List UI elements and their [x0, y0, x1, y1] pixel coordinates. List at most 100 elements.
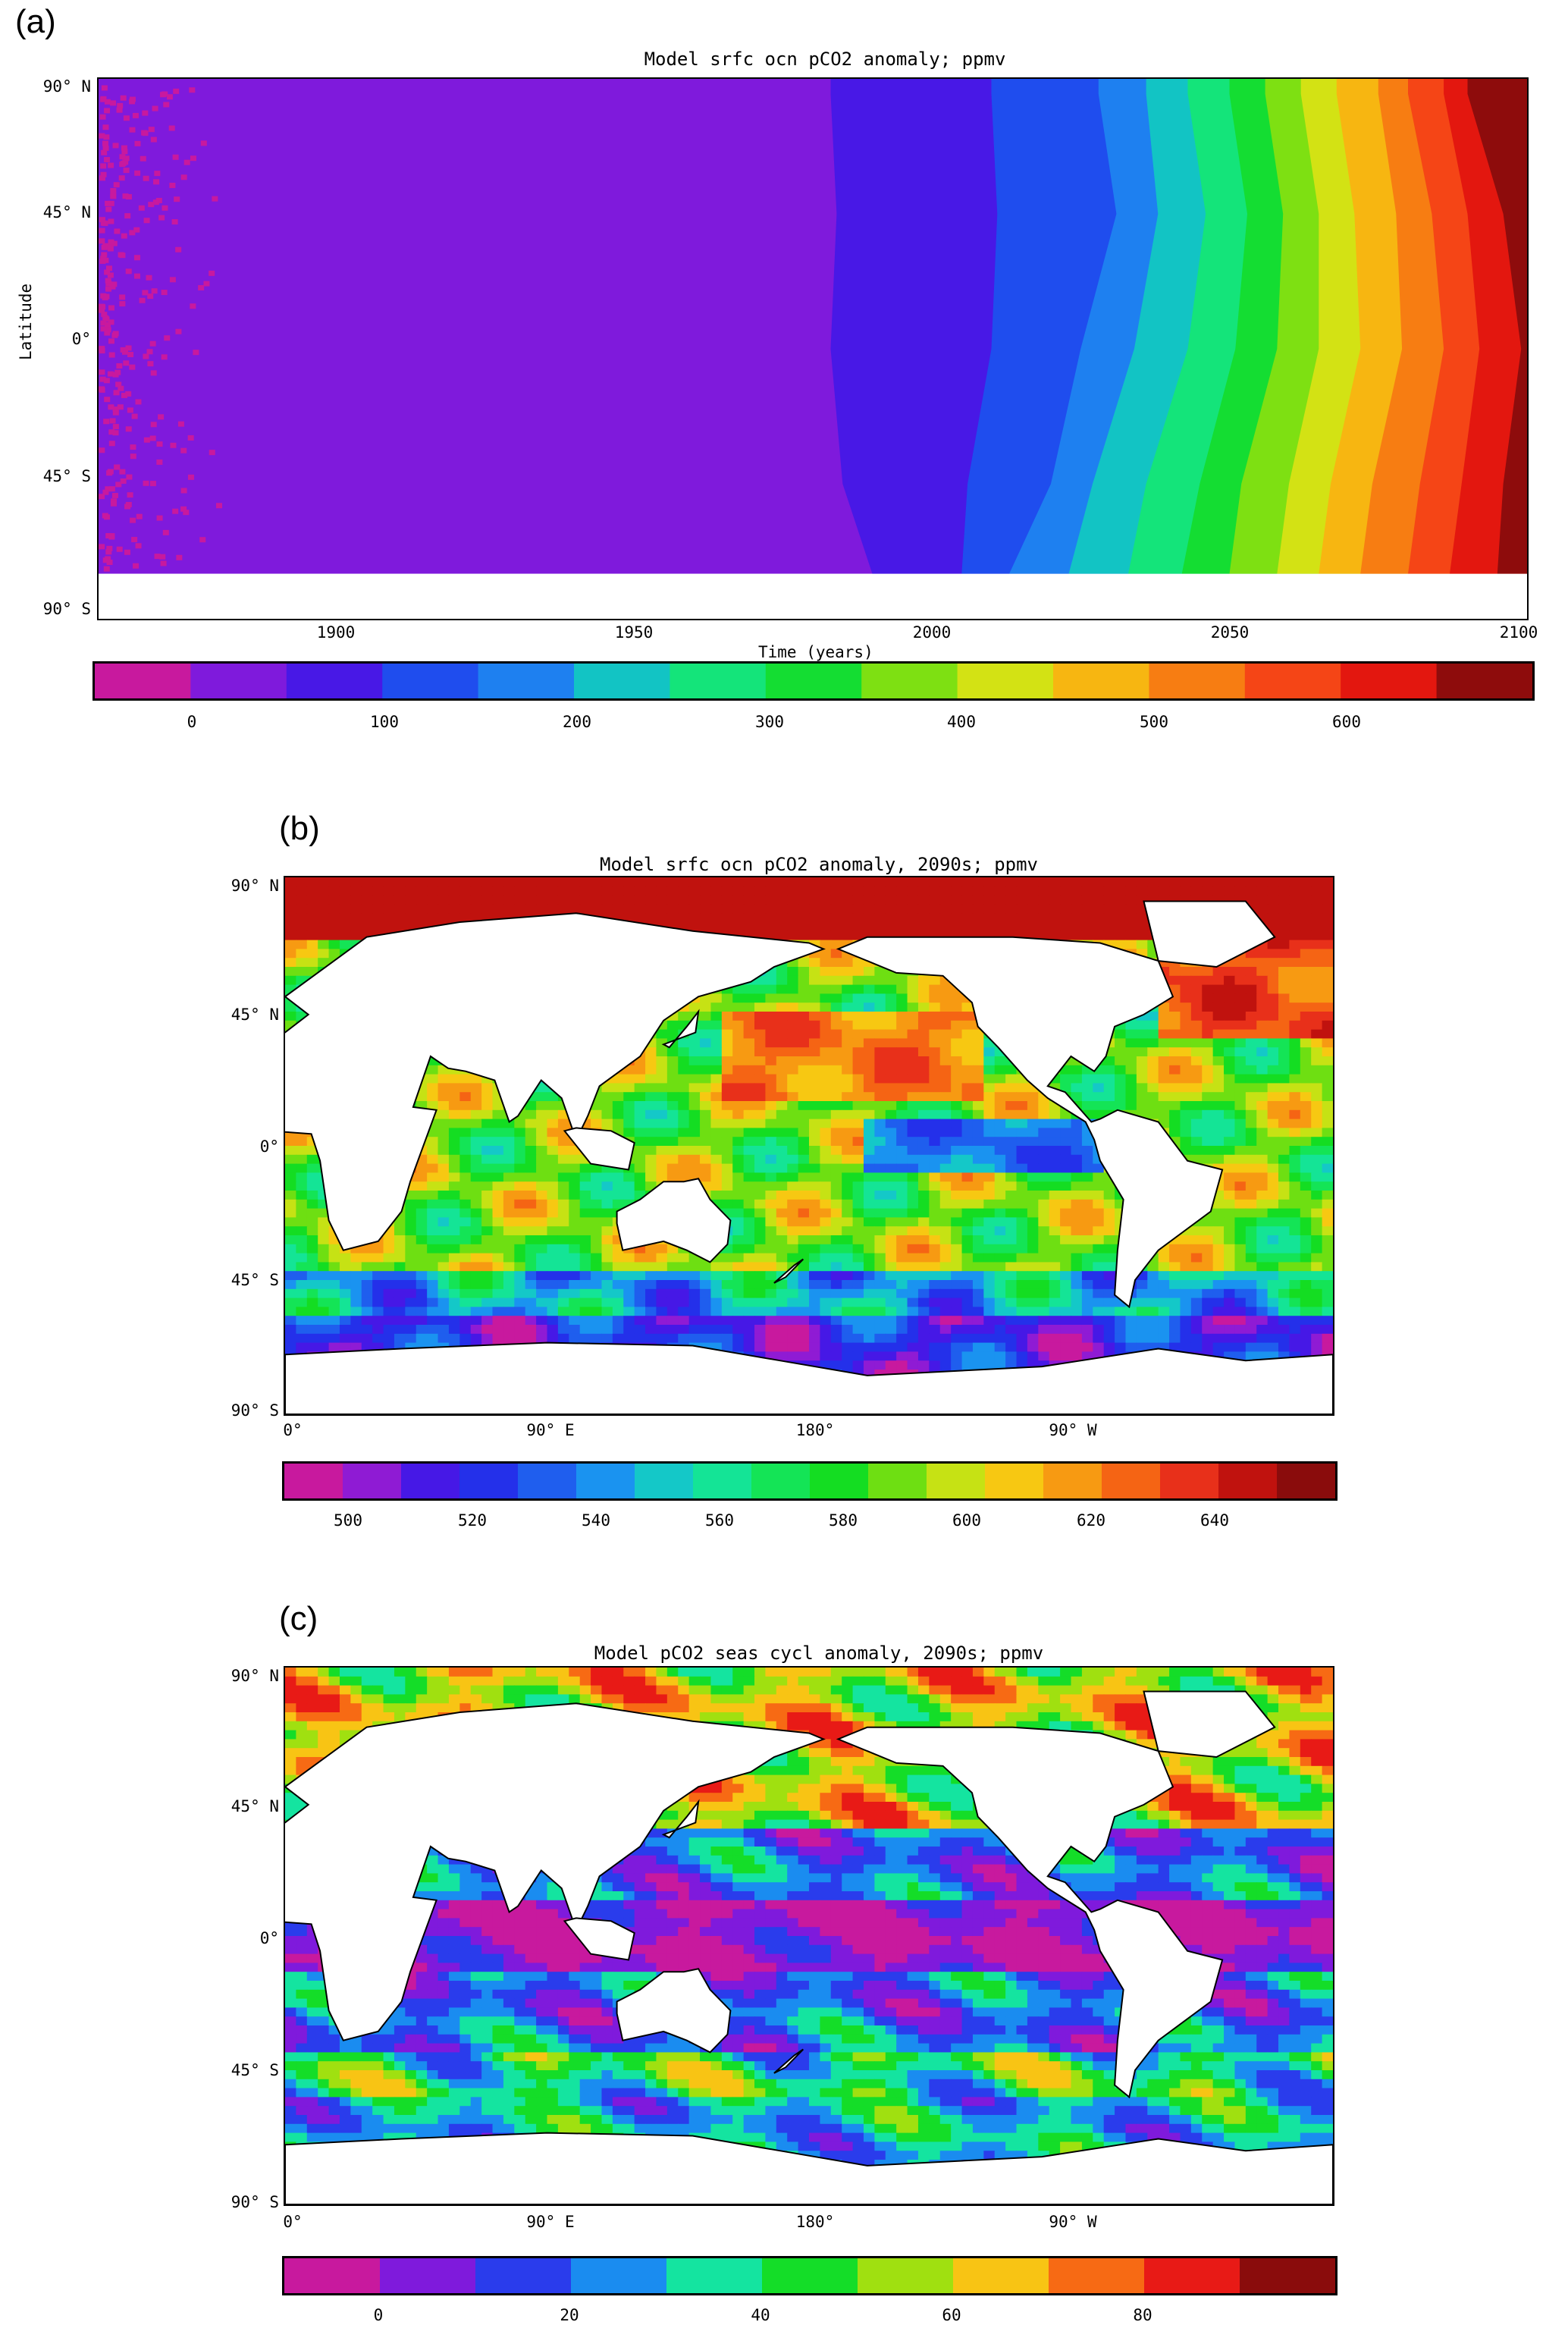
panel-a-speckle [133, 273, 140, 279]
panel-b-cell [1071, 1172, 1083, 1182]
panel-b-cell [1289, 975, 1301, 986]
panel-b-cell [863, 1012, 875, 1021]
panel-b-cell [798, 1262, 810, 1272]
panel-b-cell [929, 1047, 941, 1057]
panel-b-cell [678, 1253, 690, 1263]
panel-b-cell [328, 922, 340, 932]
panel-a-speckle [116, 107, 123, 113]
panel-b-cell [1071, 1191, 1083, 1200]
panel-b-cell [1093, 1244, 1105, 1254]
panel-b-cell [645, 1307, 657, 1316]
panel-b-cell [885, 1083, 897, 1093]
panel-b-cell [1289, 1101, 1301, 1111]
panel-b-cell [688, 922, 701, 932]
panel-b-cell [820, 1056, 832, 1066]
panel-b-cell [721, 1280, 733, 1290]
panel-a-colorbar-swatch [957, 664, 1054, 698]
panel-b-cell [666, 904, 679, 914]
panel-b-cell [1005, 877, 1018, 887]
panel-b-cell [863, 1235, 875, 1245]
panel-a-speckle [162, 529, 169, 535]
panel-b-cell [1060, 1119, 1072, 1128]
panel-a-speckle [125, 391, 132, 397]
panel-b-cell [939, 1181, 952, 1191]
panel-a-speckle [123, 115, 130, 121]
panel-b-cell [328, 1262, 340, 1272]
panel-b-cell [1027, 904, 1039, 914]
panel-b-cell [929, 1297, 941, 1307]
panel-b-cell [951, 1280, 963, 1290]
panel-b-cell [983, 1065, 996, 1075]
panel-b-cell [863, 1253, 875, 1263]
panel-b-cell [1245, 1226, 1257, 1236]
panel-b-cell [1267, 913, 1279, 923]
panel-b-cell [885, 1172, 897, 1182]
panel-b-cell [569, 1244, 581, 1254]
panel-b-cell [907, 904, 919, 914]
panel-b-cell [820, 1101, 832, 1111]
panel-b-cell [1125, 1029, 1137, 1039]
panel-b-cell [470, 1101, 482, 1111]
panel-b-cell [1234, 877, 1247, 887]
panel-b-cell [1322, 1128, 1333, 1137]
panel-b-cell [1311, 1047, 1323, 1057]
panel-b-cell [1093, 1172, 1105, 1182]
panel-b-cell [306, 1253, 318, 1263]
panel-b-cell [557, 1191, 569, 1200]
panel-b-cell [732, 1128, 745, 1137]
panel-b-cell [765, 1199, 777, 1210]
panel-b-cell [306, 913, 318, 923]
panel-b-cell [1027, 877, 1039, 887]
panel-b-cell [743, 1154, 755, 1165]
panel-b-cell [972, 1092, 984, 1102]
panel-b-cell [1202, 1092, 1214, 1102]
panel-b-cell [917, 1191, 930, 1200]
panel-b-cell [492, 1297, 504, 1307]
panel-b-cell [721, 1297, 733, 1307]
panel-b-cell [787, 984, 799, 994]
panel-b-cell [1071, 1226, 1083, 1236]
panel-b-cell [328, 886, 340, 896]
panel-b-cell [405, 1235, 417, 1245]
panel-b-cell [601, 1262, 613, 1272]
panel-b-cell [427, 1092, 439, 1102]
panel-b-cell [656, 1146, 668, 1156]
panel-b-cell [427, 1137, 439, 1147]
panel-b-cell [448, 1271, 460, 1281]
panel-a-speckle [189, 87, 196, 93]
panel-b-cell [874, 922, 886, 932]
panel-b-cell [765, 1119, 777, 1128]
panel-b-cell [787, 1012, 799, 1021]
panel-b-cell [700, 1262, 712, 1272]
panel-b-cell [842, 1199, 854, 1210]
panel-b-cell [437, 1101, 450, 1111]
panel-b-cell [885, 1208, 897, 1218]
panel-b-cell [1180, 1262, 1192, 1272]
panel-b-cell [710, 1154, 723, 1165]
panel-b-cell [787, 1163, 799, 1173]
panel-b-cell [951, 1307, 963, 1316]
panel-b-cell [809, 1244, 820, 1254]
panel-b-cell [700, 1074, 712, 1084]
panel-b-cell [579, 1208, 591, 1218]
panel-b-cell [405, 1208, 417, 1218]
panel-a-speckle [101, 244, 108, 250]
panel-a-speckle [101, 85, 108, 91]
panel-b-cell [306, 1172, 318, 1182]
panel-b-cell [1093, 1253, 1105, 1263]
panel-b-cell [1060, 1244, 1072, 1254]
panel-b-cell [820, 895, 832, 905]
panel-b-cell [437, 1146, 450, 1156]
panel-b-cell [569, 1235, 581, 1245]
panel-b-cell [514, 1297, 526, 1307]
panel-b-cell [1060, 1297, 1072, 1307]
panel-b-cell [820, 1029, 832, 1039]
panel-b-cell [285, 877, 296, 887]
panel-a-nodata [99, 573, 1527, 619]
panel-b-cell [1212, 1146, 1225, 1156]
panel-b-cell [1202, 1119, 1214, 1128]
panel-b-cell [1322, 975, 1333, 986]
panel-b-cell [951, 1137, 963, 1147]
panel-b-cell [459, 1074, 472, 1084]
panel-b-cell [1016, 886, 1028, 896]
